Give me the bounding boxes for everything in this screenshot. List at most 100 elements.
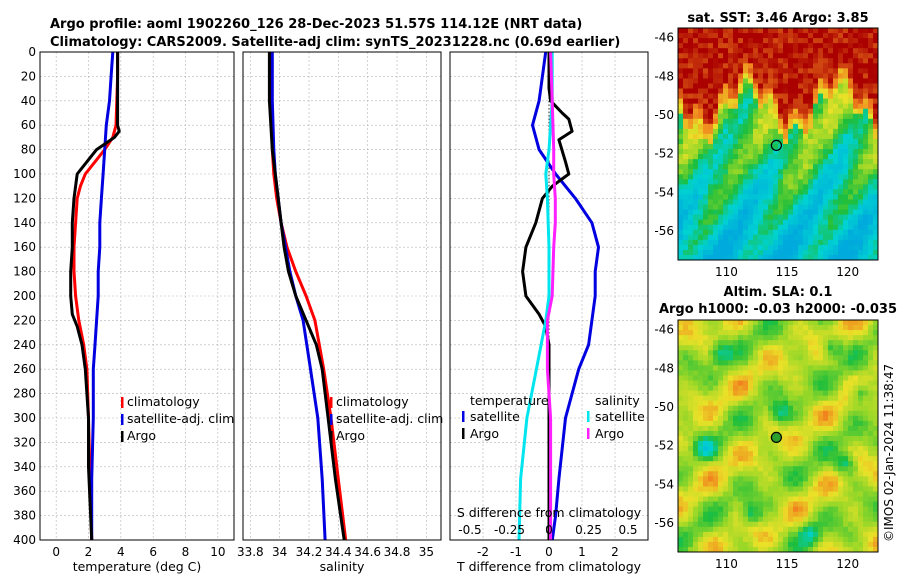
map-cell [763, 335, 769, 341]
map-cell [723, 425, 729, 432]
map-cell [843, 360, 849, 366]
y-tick-label: 60 [21, 118, 36, 132]
map-cell [788, 133, 794, 140]
map-cell [828, 350, 834, 356]
map-cell [768, 536, 774, 543]
map-cell [728, 128, 734, 135]
map-cell [703, 38, 709, 44]
map-cell [788, 174, 794, 180]
map-cell [783, 511, 789, 518]
map-cell [688, 204, 694, 210]
map-cell [683, 123, 689, 130]
map-cell [678, 526, 684, 533]
map-cell [738, 78, 744, 84]
map-cell [783, 345, 789, 351]
map-cell [853, 410, 859, 417]
map-cell [688, 144, 694, 150]
map-cell [678, 68, 684, 74]
map-cell [803, 249, 809, 256]
map-cell [733, 461, 739, 467]
map-cell [723, 128, 729, 135]
map-cell [823, 88, 829, 94]
map-cell [723, 350, 729, 356]
map-cell [843, 486, 849, 492]
map-cell [828, 239, 834, 246]
map-cell [783, 400, 789, 407]
map-cell [753, 425, 759, 432]
map-cell [803, 461, 809, 467]
map-cell [748, 451, 754, 457]
map-cell [803, 179, 809, 185]
map-cell [733, 194, 739, 200]
map-cell [733, 189, 739, 195]
map-cell [718, 466, 724, 472]
map-cell [748, 184, 754, 190]
map-cell [813, 249, 819, 256]
map-cell [678, 43, 684, 49]
map-cell [793, 330, 799, 336]
map-cell [808, 43, 814, 49]
map-cell [718, 345, 724, 351]
map-cell [763, 48, 769, 54]
map-cell [863, 103, 869, 110]
map-cell [693, 219, 699, 226]
map-cell [688, 491, 694, 497]
y-tick-label: 280 [13, 387, 36, 401]
map-cell [683, 234, 689, 241]
map-cell [723, 108, 729, 115]
map-cell [698, 33, 704, 39]
map-cell [798, 441, 804, 447]
map-cell [693, 118, 699, 125]
map-cell [873, 93, 878, 100]
map-cell [833, 390, 839, 397]
map-cell [843, 441, 849, 447]
map-cell [703, 204, 709, 210]
map-cell [793, 254, 799, 260]
map-cell [708, 113, 714, 120]
map-cell [838, 68, 844, 74]
map-cell [793, 184, 799, 190]
map-cell [678, 214, 684, 221]
map-cell [818, 68, 824, 74]
map-cell [863, 531, 869, 538]
map-cell [843, 133, 849, 140]
map-cell [728, 144, 734, 150]
map-cell [828, 531, 834, 538]
map-cell [833, 28, 839, 34]
map-cell [713, 491, 719, 497]
map-cell [823, 28, 829, 34]
map-cell [828, 541, 834, 548]
map-cell [678, 219, 684, 226]
map-cell [843, 541, 849, 548]
map-cell [688, 395, 694, 402]
map-cell [783, 425, 789, 432]
map-cell [783, 410, 789, 417]
map-cell [693, 128, 699, 135]
map-cell [738, 234, 744, 241]
map-cell [708, 511, 714, 518]
map-cell [848, 430, 854, 437]
map-cell [843, 179, 849, 185]
map-cell [768, 425, 774, 432]
map-cell [708, 133, 714, 140]
map-cell [778, 93, 784, 100]
map-cell [808, 390, 814, 397]
map-cell [858, 420, 864, 427]
map-cell [718, 83, 724, 89]
map-cell [788, 486, 794, 492]
map-cell [693, 330, 699, 336]
map-cell [713, 154, 719, 160]
map-cell [753, 244, 759, 251]
map-cell [828, 244, 834, 251]
map-cell [693, 360, 699, 366]
map-cell [868, 511, 874, 518]
map-cell [743, 501, 749, 508]
map-cell [703, 461, 709, 467]
map-cell [718, 113, 724, 120]
map-cell [803, 350, 809, 356]
map-cell [828, 154, 834, 160]
map-cell [748, 350, 754, 356]
map-cell [858, 88, 864, 94]
map-cell [873, 214, 878, 221]
map-cell [728, 340, 734, 346]
